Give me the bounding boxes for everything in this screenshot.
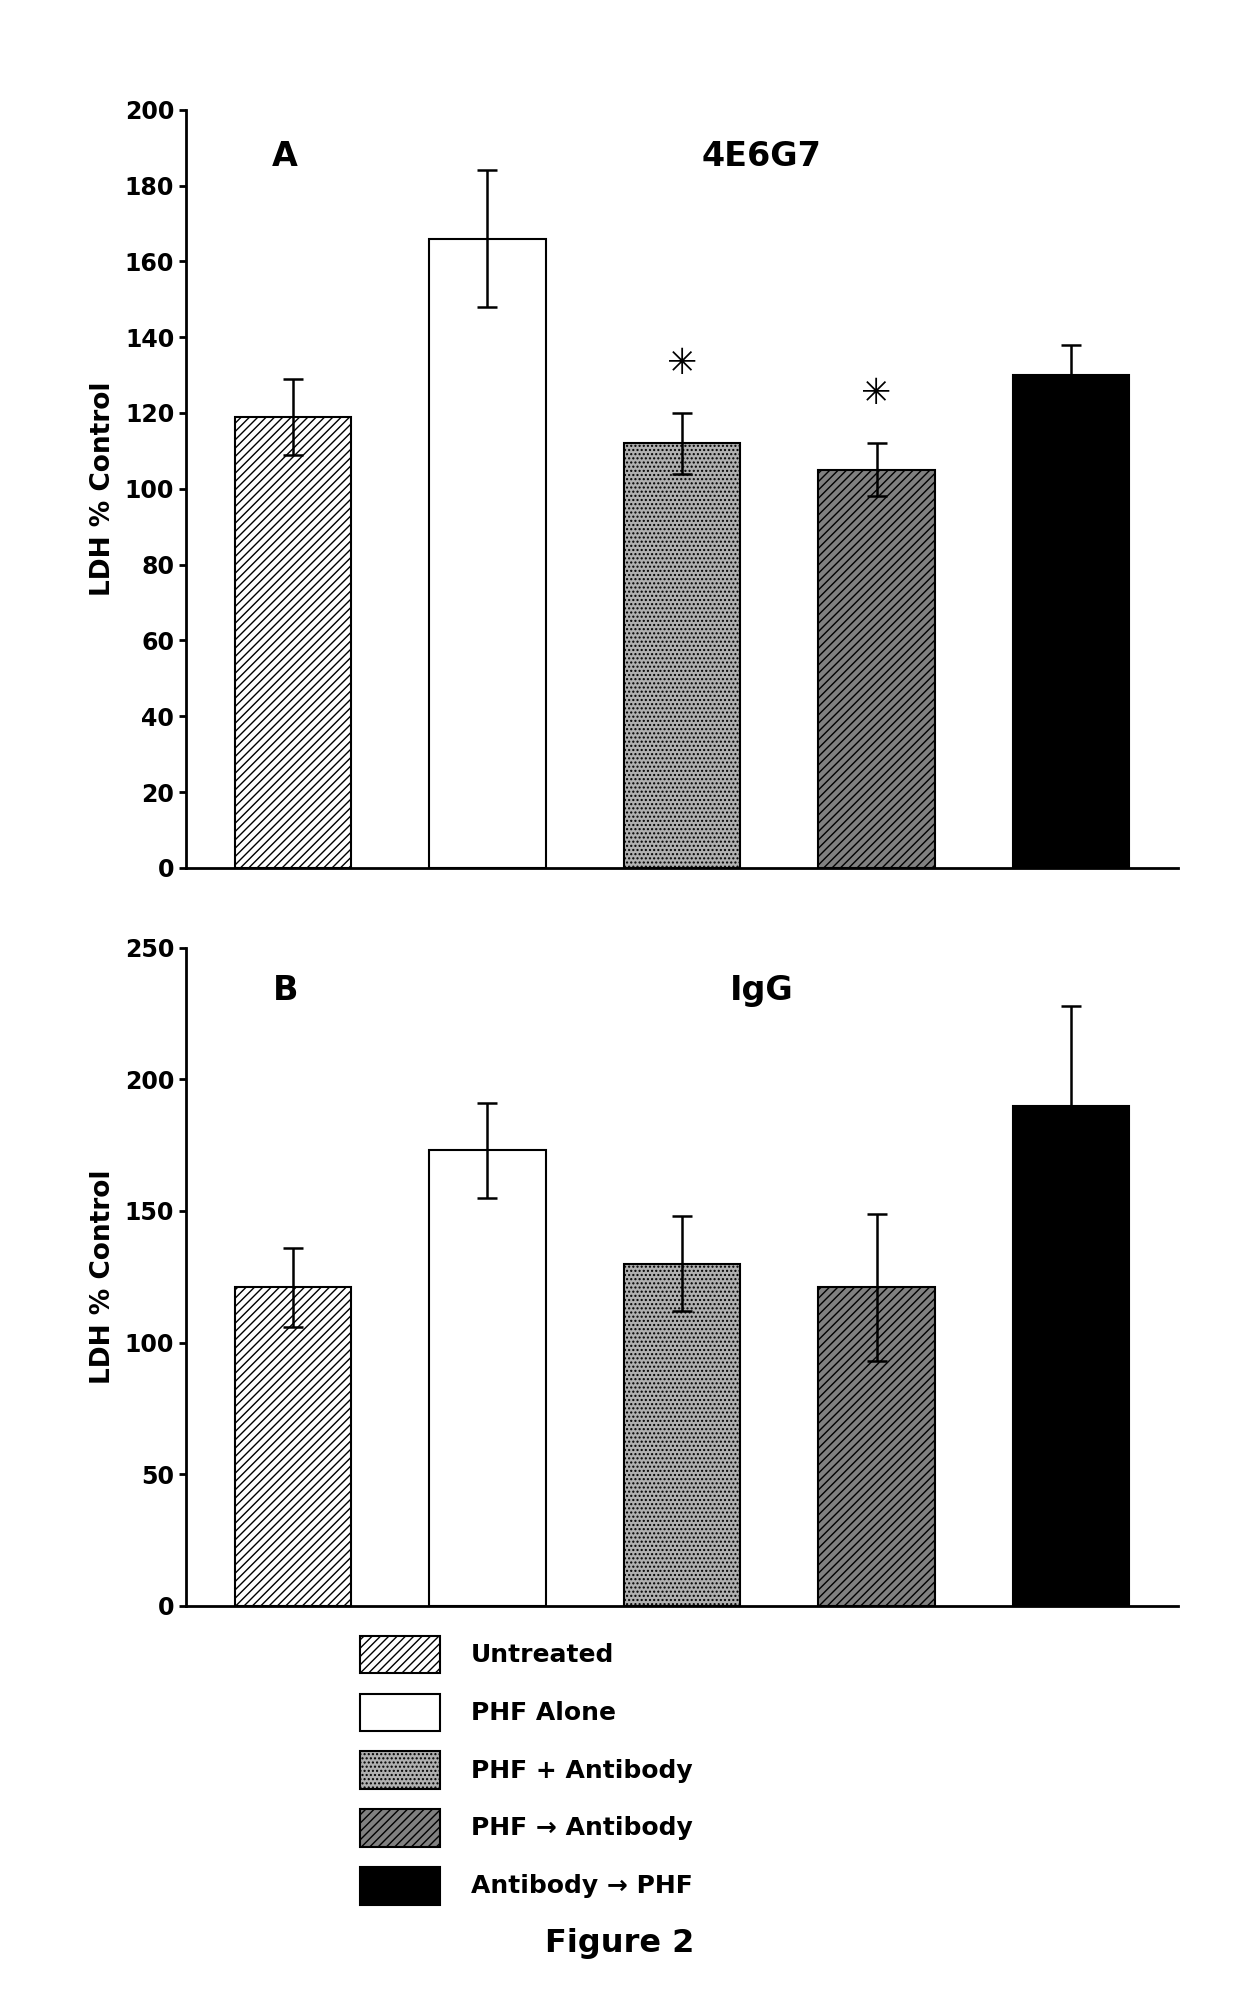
- Text: Untreated: Untreated: [471, 1642, 615, 1668]
- Text: PHF + Antibody: PHF + Antibody: [471, 1758, 693, 1784]
- Text: ✳: ✳: [667, 347, 697, 381]
- Text: PHF → Antibody: PHF → Antibody: [471, 1815, 693, 1841]
- Bar: [360, 1636, 440, 1674]
- Text: ✳: ✳: [862, 377, 892, 411]
- Bar: [818, 471, 935, 868]
- Bar: [1013, 1105, 1130, 1606]
- Text: Antibody → PHF: Antibody → PHF: [471, 1873, 693, 1899]
- Text: B: B: [273, 974, 298, 1007]
- Text: PHF Alone: PHF Alone: [471, 1700, 616, 1726]
- Text: 4E6G7: 4E6G7: [702, 140, 821, 174]
- Bar: [360, 1867, 440, 1905]
- Bar: [429, 1151, 546, 1606]
- Bar: [234, 417, 351, 868]
- Text: IgG: IgG: [729, 974, 794, 1007]
- Y-axis label: LDH % Control: LDH % Control: [91, 1169, 117, 1385]
- Bar: [234, 1287, 351, 1606]
- Bar: [360, 1809, 440, 1847]
- Bar: [818, 1287, 935, 1606]
- Y-axis label: LDH % Control: LDH % Control: [91, 381, 117, 597]
- Bar: [624, 443, 740, 868]
- Text: A: A: [273, 140, 298, 174]
- Text: Figure 2: Figure 2: [546, 1927, 694, 1959]
- Bar: [360, 1752, 440, 1790]
- Bar: [429, 239, 546, 868]
- Bar: [1013, 375, 1130, 868]
- Bar: [360, 1694, 440, 1732]
- Bar: [624, 1263, 740, 1606]
